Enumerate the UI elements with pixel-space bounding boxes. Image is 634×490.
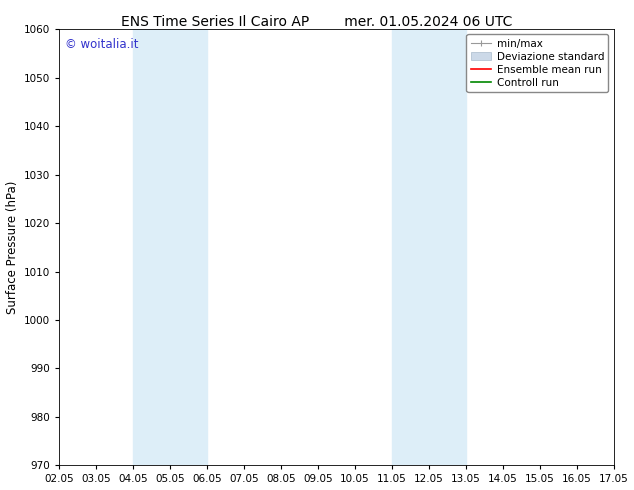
Text: ENS Time Series Il Cairo AP        mer. 01.05.2024 06 UTC: ENS Time Series Il Cairo AP mer. 01.05.2… [121,15,513,29]
Bar [133,29,170,465]
Bar [170,29,207,465]
Y-axis label: Surface Pressure (hPa): Surface Pressure (hPa) [6,181,18,314]
Text: © woitalia.it: © woitalia.it [65,38,138,51]
Bar [392,29,429,465]
Bar [429,29,466,465]
Legend: min/max, Deviazione standard, Ensemble mean run, Controll run: min/max, Deviazione standard, Ensemble m… [467,34,609,92]
